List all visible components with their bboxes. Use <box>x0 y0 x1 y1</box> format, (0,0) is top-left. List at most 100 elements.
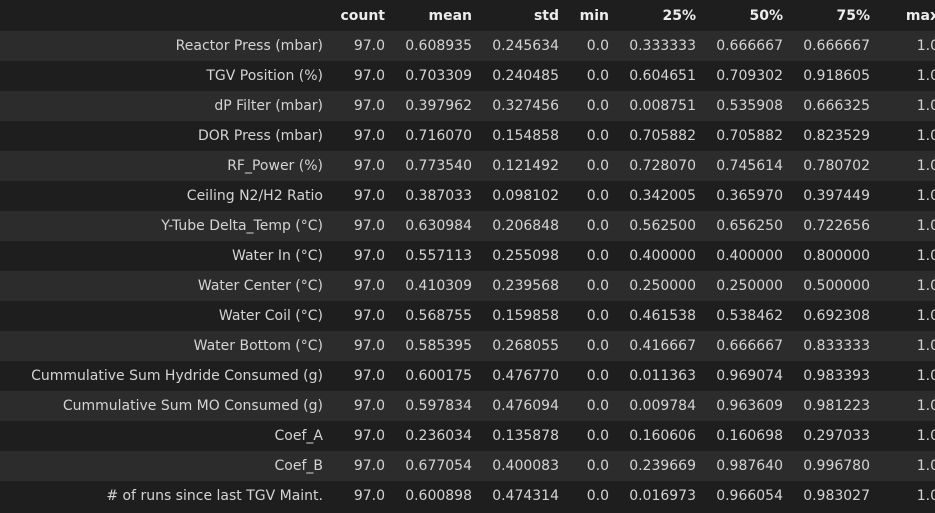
table-cell: 0.255098 <box>492 248 559 264</box>
table-cell: 0.0 <box>586 218 609 234</box>
table-cell: 0.0 <box>586 488 609 504</box>
table-cell: 0.410309 <box>405 278 472 294</box>
column-header: count <box>340 7 385 24</box>
table-cell: 0.474314 <box>492 488 559 504</box>
table-cell: 97.0 <box>353 458 385 474</box>
table-row: RF_Power (%) 97.0 0.773540 0.121492 0.0 0.728… <box>0 151 935 181</box>
table-cell: 0.800000 <box>803 248 870 264</box>
table-cell: 0.983027 <box>803 488 870 504</box>
table-cell: 0.666325 <box>803 98 870 114</box>
table-cell: 0.121492 <box>492 158 559 174</box>
table-cell: 0.823529 <box>803 128 870 144</box>
table-cell: 1.0 <box>916 278 935 294</box>
table-row: DOR Press (mbar) 97.0 0.716070 0.154858 0.0 0… <box>0 121 935 151</box>
table-cell: 0.236034 <box>405 428 472 444</box>
table-cell: 0.250000 <box>629 278 696 294</box>
table-cell: 0.0 <box>586 338 609 354</box>
table-cell: 0.780702 <box>803 158 870 174</box>
table-cell: 0.585395 <box>405 338 472 354</box>
table-cell: 97.0 <box>353 308 385 324</box>
table-cell: 1.0 <box>916 338 935 354</box>
table-cell: 0.240485 <box>492 68 559 84</box>
table-cell: 97.0 <box>353 248 385 264</box>
table-row: TGV Position (%) 97.0 0.703309 0.240485 0.0 0… <box>0 61 935 91</box>
table-cell: 0.206848 <box>492 218 559 234</box>
table-row: Reactor Press (mbar) 97.0 0.608935 0.245634… <box>0 31 935 61</box>
row-label: Cummulative Sum MO Consumed (g) <box>62 398 323 414</box>
table-cell: 97.0 <box>353 158 385 174</box>
table-row: Water Center (°C) 97.0 0.410309 0.239568 0.0… <box>0 271 935 301</box>
table-cell: 0.009784 <box>629 398 696 414</box>
table-cell: 0.400000 <box>716 248 783 264</box>
table-cell: 0.604651 <box>629 68 696 84</box>
table-cell: 0.666667 <box>803 38 870 54</box>
table-cell: 0.963609 <box>716 398 783 414</box>
table-cell: 0.608935 <box>405 38 472 54</box>
table-cell: 0.365970 <box>716 188 783 204</box>
column-header: 75% <box>836 7 870 24</box>
row-label: dP Filter (mbar) <box>214 98 323 114</box>
column-header: std <box>533 7 559 24</box>
table-cell: 97.0 <box>353 128 385 144</box>
table-cell: 1.0 <box>916 98 935 114</box>
table-cell: 0.722656 <box>803 218 870 234</box>
table-cell: 97.0 <box>353 488 385 504</box>
table-cell: 0.0 <box>586 38 609 54</box>
row-label: Coef_A <box>274 428 323 444</box>
table-cell: 1.0 <box>916 158 935 174</box>
table-cell: 0.0 <box>586 458 609 474</box>
row-label: RF_Power (%) <box>227 158 323 174</box>
row-label: Cummulative Sum Hydride Consumed (g) <box>31 368 323 384</box>
table-cell: 0.0 <box>586 428 609 444</box>
table-cell: 97.0 <box>353 398 385 414</box>
table-cell: 0.387033 <box>405 188 472 204</box>
table-row: Ceiling N2/H2 Ratio 97.0 0.387033 0.098102 0… <box>0 181 935 211</box>
table-cell: 0.245634 <box>492 38 559 54</box>
table-cell: 0.160698 <box>716 428 783 444</box>
table-cell: 0.562500 <box>629 218 696 234</box>
table-cell: 0.160606 <box>629 428 696 444</box>
table-cell: 0.557113 <box>405 248 472 264</box>
table-cell: 0.476770 <box>492 368 559 384</box>
table-cell: 0.0 <box>586 368 609 384</box>
table-cell: 1.0 <box>916 368 935 384</box>
table-cell: 0.600898 <box>405 488 472 504</box>
table-row: Water Coil (°C) 97.0 0.568755 0.159858 0.0 0.… <box>0 301 935 331</box>
table-cell: 0.728070 <box>629 158 696 174</box>
table-cell: 1.0 <box>916 248 935 264</box>
table-cell: 0.011363 <box>629 368 696 384</box>
table-cell: 0.996780 <box>803 458 870 474</box>
table-cell: 97.0 <box>353 278 385 294</box>
table-cell: 0.008751 <box>629 98 696 114</box>
table-cell: 0.745614 <box>716 158 783 174</box>
table-cell: 0.400083 <box>492 458 559 474</box>
table-cell: 97.0 <box>353 188 385 204</box>
table-cell: 0.983393 <box>803 368 870 384</box>
table-body: Reactor Press (mbar) 97.0 0.608935 0.245634… <box>0 31 935 511</box>
column-header: 50% <box>749 7 783 24</box>
table-cell: 1.0 <box>916 308 935 324</box>
table-cell: 0.966054 <box>716 488 783 504</box>
table-cell: 0.773540 <box>405 158 472 174</box>
table-cell: 0.666667 <box>716 38 783 54</box>
table-cell: 0.0 <box>586 158 609 174</box>
row-label: Water Coil (°C) <box>218 308 323 324</box>
table-cell: 0.538462 <box>716 308 783 324</box>
table-cell: 0.692308 <box>803 308 870 324</box>
table-cell: 0.600175 <box>405 368 472 384</box>
table-cell: 0.0 <box>586 278 609 294</box>
index-header <box>0 0 332 31</box>
table-cell: 0.597834 <box>405 398 472 414</box>
row-label: Water In (°C) <box>232 248 323 264</box>
table-cell: 0.677054 <box>405 458 472 474</box>
column-header: max <box>905 7 935 24</box>
row-label: Reactor Press (mbar) <box>175 38 323 54</box>
table-cell: 97.0 <box>353 338 385 354</box>
table-row: Cummulative Sum Hydride Consumed (g) 97.0… <box>0 361 935 391</box>
table-row: Water Bottom (°C) 97.0 0.585395 0.268055 0.0… <box>0 331 935 361</box>
table-cell: 0.833333 <box>803 338 870 354</box>
table-cell: 0.416667 <box>629 338 696 354</box>
table-cell: 0.705882 <box>716 128 783 144</box>
row-label: DOR Press (mbar) <box>197 128 323 144</box>
